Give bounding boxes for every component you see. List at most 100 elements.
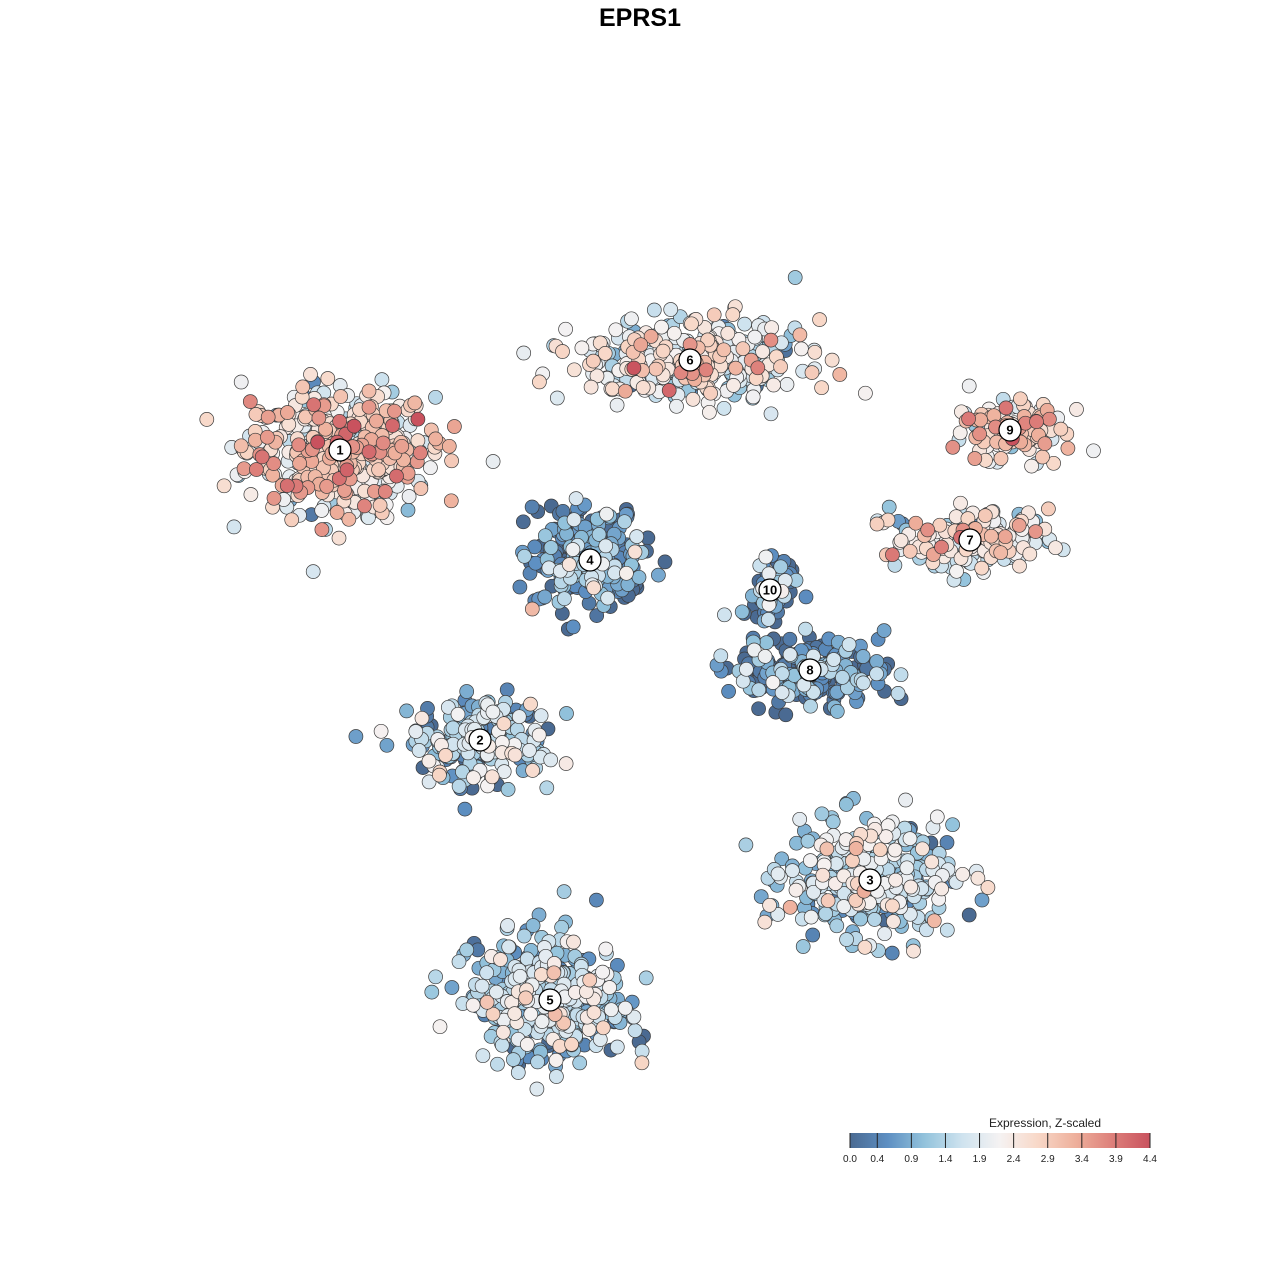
cluster-label-marker [958,528,982,552]
legend-tick-label: 3.4 [1075,1154,1089,1165]
data-point [421,753,437,769]
data-point [410,411,426,427]
cluster-label-text: 10 [763,583,777,598]
data-point [484,769,500,785]
data-point [1028,524,1043,539]
data-point [507,747,523,763]
data-point [441,438,457,454]
data-point [407,395,423,411]
data-point [1069,402,1084,417]
data-point [438,748,453,763]
data-point [543,752,559,768]
data-point [903,879,919,895]
data-point [443,493,459,509]
data-point [522,743,537,758]
data-point [626,1009,642,1025]
data-point [558,756,574,771]
data-point [574,340,590,356]
data-point [410,433,426,448]
data-point [685,391,701,407]
data-point [609,1039,625,1055]
data-point [782,899,798,915]
data-point [539,780,555,796]
data-point [635,380,651,395]
data-point [413,481,429,496]
data-point [266,490,282,506]
legend-colorbar [850,1133,1150,1148]
data-point [557,591,572,607]
data-point [886,914,901,929]
data-point [524,601,540,617]
data-point [556,884,572,899]
data-point [600,590,616,606]
data-point [961,907,977,923]
data-point [385,418,400,433]
data-point [792,811,808,827]
data-point [888,872,903,888]
data-point [310,434,326,450]
data-point [763,406,779,422]
data-point [998,400,1014,416]
data-point [737,316,752,332]
data-point [512,968,528,984]
data-point [759,635,774,650]
data-point [835,670,850,685]
data-point [280,405,295,420]
data-point [728,360,744,376]
data-point [806,884,821,900]
data-point [747,329,763,345]
chart-title: EPRS1 [599,4,681,32]
data-point [581,1022,597,1037]
data-point [548,1052,564,1068]
data-point [877,926,892,942]
data-point [751,701,766,717]
data-point [377,484,393,499]
data-point [319,479,335,494]
data-point [839,932,854,947]
data-point [720,325,736,341]
data-point [738,837,754,853]
data-point [970,870,986,886]
data-point [401,489,417,504]
data-point [795,939,811,954]
data-point [583,379,599,395]
data-point [899,860,915,876]
legend-tick-label: 1.4 [939,1154,953,1165]
data-point [559,706,574,721]
data-point [242,394,258,409]
data-point [857,939,873,955]
data-point [934,539,949,555]
data-point [586,1005,602,1020]
cluster-label-6: 6 [678,348,702,372]
data-point [920,522,936,538]
data-point [233,374,249,390]
data-point [466,770,481,786]
data-point [447,419,462,434]
data-point [663,302,679,317]
data-point [734,604,750,620]
data-point [782,647,798,662]
data-point [803,909,819,925]
data-point [566,512,582,528]
data-point [997,529,1013,545]
data-point [1029,414,1044,430]
data-point [867,912,882,927]
data-point [465,997,481,1013]
data-point [885,547,900,563]
data-point [413,445,428,461]
data-point [782,631,798,647]
data-point [1048,540,1063,556]
data-point [716,400,732,416]
data-point [993,451,1009,466]
data-point [855,675,871,691]
data-point [758,549,774,565]
legend-tick-label: 0.4 [870,1154,884,1165]
data-point [266,456,282,471]
data-point [869,654,885,669]
data-point [890,686,906,701]
cluster-label-marker [678,348,702,372]
data-point [804,365,820,380]
data-point [591,527,607,542]
data-point [451,778,467,794]
data-point [807,344,823,360]
